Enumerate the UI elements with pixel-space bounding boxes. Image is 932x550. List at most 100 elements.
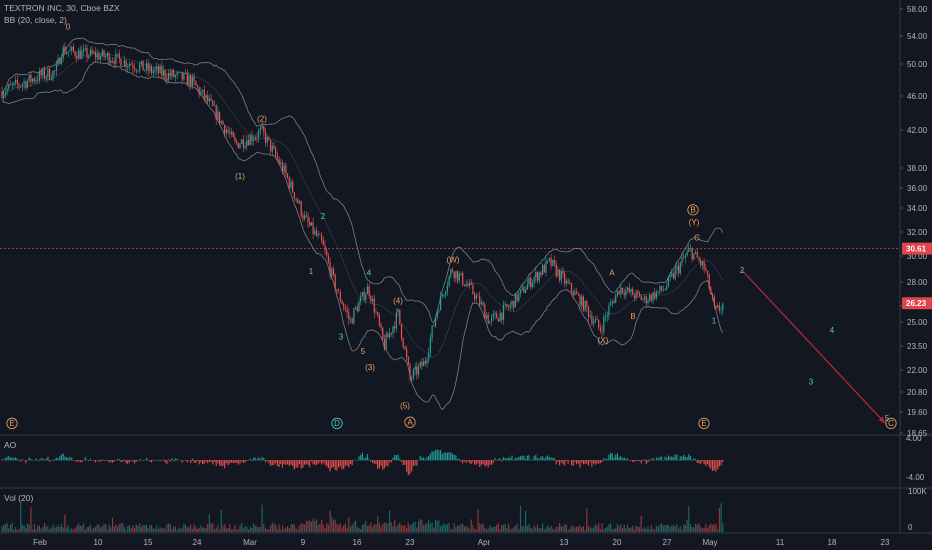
candle-body	[246, 140, 248, 147]
ao-bar	[399, 458, 401, 461]
ao-bar	[426, 457, 428, 461]
volume-bar	[322, 524, 324, 532]
ao-bar	[207, 460, 209, 464]
candle-body	[128, 64, 131, 67]
volume-bar	[615, 528, 617, 532]
candle-body	[115, 53, 117, 64]
wave-label: 3	[339, 333, 344, 342]
volume-bar	[304, 524, 306, 532]
ao-bar	[523, 455, 525, 461]
volume-bar	[166, 524, 168, 532]
ao-bar	[229, 460, 231, 464]
ao-bar	[586, 460, 588, 464]
volume-bar	[686, 519, 688, 532]
ao-bar	[32, 459, 34, 461]
bb-indicator-label[interactable]: BB (20, close, 2)	[4, 15, 67, 25]
volume-bar	[93, 527, 95, 532]
ao-bar	[395, 455, 397, 461]
volume-indicator-label[interactable]: Vol (20)	[4, 493, 34, 503]
volume-bar	[470, 519, 472, 532]
wave-label: B	[630, 312, 635, 321]
volume-bar	[676, 524, 678, 532]
candle-body	[521, 287, 523, 290]
volume-bar	[645, 529, 647, 532]
volume-bar	[375, 524, 377, 532]
volume-bar	[516, 523, 518, 532]
ao-bar	[122, 460, 124, 462]
volume-bar	[492, 527, 494, 532]
volume-bar	[557, 526, 559, 532]
ao-bar	[582, 460, 584, 465]
ao-bar	[361, 452, 363, 461]
candle-body	[536, 272, 539, 281]
candle-body	[149, 66, 151, 71]
ao-bar	[678, 459, 680, 461]
volume-bar	[76, 525, 78, 532]
candle-body	[106, 53, 108, 57]
candle-body	[678, 266, 680, 274]
candle-body	[530, 277, 532, 288]
candle-body	[6, 88, 8, 93]
ao-bar	[659, 456, 661, 461]
volume-bar	[523, 526, 525, 532]
candle-body	[118, 53, 120, 59]
candle-body	[134, 68, 136, 70]
volume-bar	[655, 525, 658, 532]
candle-body	[587, 306, 590, 317]
ao-bar	[457, 459, 459, 461]
ao-bar	[468, 460, 471, 464]
ao-bar	[329, 460, 331, 472]
ao-bar	[6, 456, 8, 461]
ao-bar	[164, 460, 166, 463]
ao-bar	[576, 460, 578, 465]
candle-body	[718, 305, 720, 311]
volume-bar	[411, 524, 413, 532]
ao-indicator-label[interactable]: AO	[4, 440, 17, 450]
volume-bar	[251, 527, 253, 532]
ao-bar	[191, 458, 193, 461]
candle-body	[181, 71, 183, 80]
volume-bar	[400, 525, 403, 532]
ao-bar	[118, 458, 120, 461]
candle-body	[1, 91, 3, 99]
ao-bar	[433, 451, 435, 461]
ao-bar	[518, 456, 520, 461]
volume-bar	[307, 520, 309, 532]
ao-bar	[298, 460, 301, 465]
time-tick-label: 9	[301, 538, 306, 547]
volume-bar	[700, 527, 702, 532]
candle-body	[548, 257, 550, 261]
ao-bar	[283, 460, 285, 465]
volume-bar	[496, 524, 498, 532]
volume-bar	[423, 524, 425, 532]
ao-bar	[11, 457, 13, 461]
volume-bar	[366, 525, 369, 532]
candle-body	[701, 261, 703, 266]
ao-bar	[365, 457, 367, 461]
candle-body	[38, 71, 40, 81]
ao-bar	[477, 460, 479, 464]
volume-bar	[207, 523, 209, 532]
ao-bar	[72, 460, 74, 461]
volume-bar	[606, 526, 608, 532]
candle-body	[33, 78, 35, 82]
volume-bar	[482, 523, 484, 532]
volume-bar	[287, 526, 289, 532]
candle-body	[594, 319, 596, 322]
candle-body	[315, 230, 318, 236]
candle-body	[89, 49, 91, 56]
wave-circle	[331, 417, 343, 429]
volume-bar	[533, 525, 535, 532]
ao-bar	[321, 460, 323, 465]
ao-bar	[42, 458, 44, 461]
ao-bar	[81, 460, 83, 463]
candle-body	[298, 201, 301, 204]
volume-bar	[550, 525, 552, 532]
ao-bar	[174, 458, 176, 461]
ao-bar	[409, 460, 411, 474]
volume-bar	[596, 525, 598, 532]
candle-body	[168, 72, 170, 81]
volume-bar	[145, 525, 148, 532]
ao-bar	[514, 457, 516, 461]
